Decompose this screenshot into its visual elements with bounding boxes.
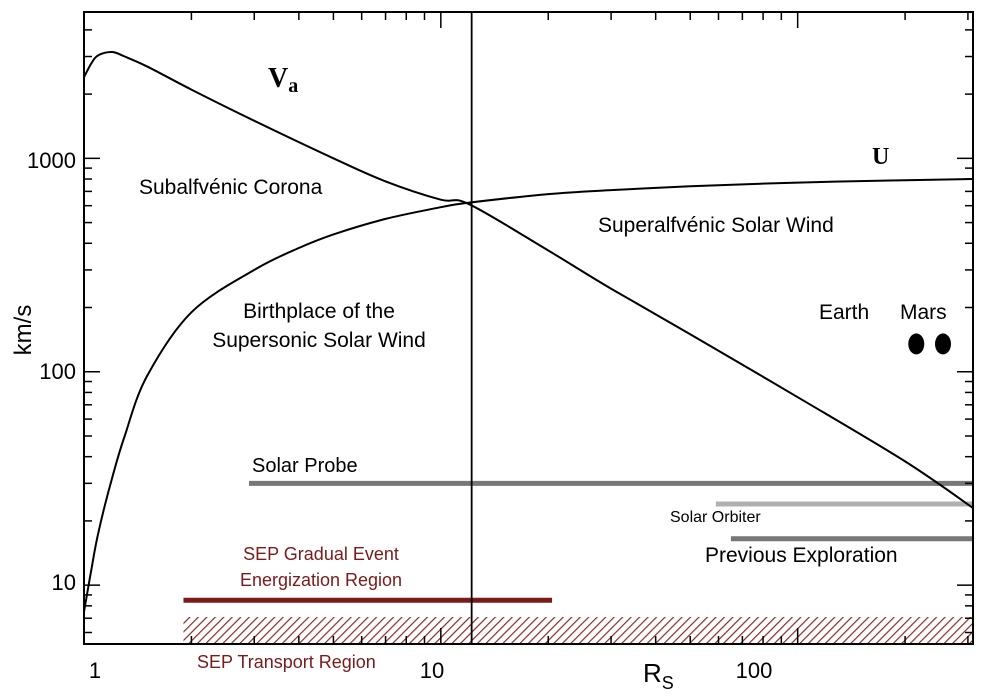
y-tick-label-10: 10 [52, 570, 76, 595]
earth-label: Earth [819, 301, 869, 324]
birthplace-label-line2: Supersonic Solar Wind [212, 329, 426, 352]
solar-orbiter-label: Solar Orbiter [670, 509, 761, 526]
x-tick-label-1: 1 [89, 658, 101, 683]
y-tick-label-1000: 1000 [27, 148, 76, 173]
previous-exploration-label: Previous Exploration [705, 544, 898, 567]
x-tick-label-100: 100 [736, 658, 773, 683]
sep-energization-label-line2: Energization Region [240, 570, 402, 590]
bars-layer [183, 480, 973, 603]
va-curve-label: Va [268, 63, 298, 97]
superalfvenic-label: Superalfvénic Solar Wind [598, 214, 834, 237]
y-tick-label-100: 100 [39, 359, 76, 384]
va-curve [84, 50, 973, 509]
planet-marker-1 [935, 333, 951, 355]
curves-layer [84, 50, 973, 612]
plot-frame [83, 11, 974, 645]
subalfvenic-label: Subalfvénic Corona [139, 176, 323, 199]
solar-probe-label: Solar Probe [252, 455, 358, 477]
y-axis-label: km/s [10, 305, 37, 356]
sep-transport-label: SEP Transport Region [197, 652, 376, 672]
sep-transport-band [183, 617, 973, 644]
ticks-layer [83, 12, 973, 644]
planet-marker-0 [908, 333, 925, 355]
x-axis-label: RS [643, 658, 674, 693]
points-layer [908, 333, 951, 355]
sep-energization-label-line1: SEP Gradual Event [243, 544, 399, 564]
birthplace-label-line1: Birthplace of the [243, 300, 395, 323]
u-curve [84, 178, 973, 612]
x-tick-label-10: 10 [420, 658, 444, 683]
u-curve-label: U [872, 144, 889, 170]
mars-label: Mars [900, 301, 947, 324]
